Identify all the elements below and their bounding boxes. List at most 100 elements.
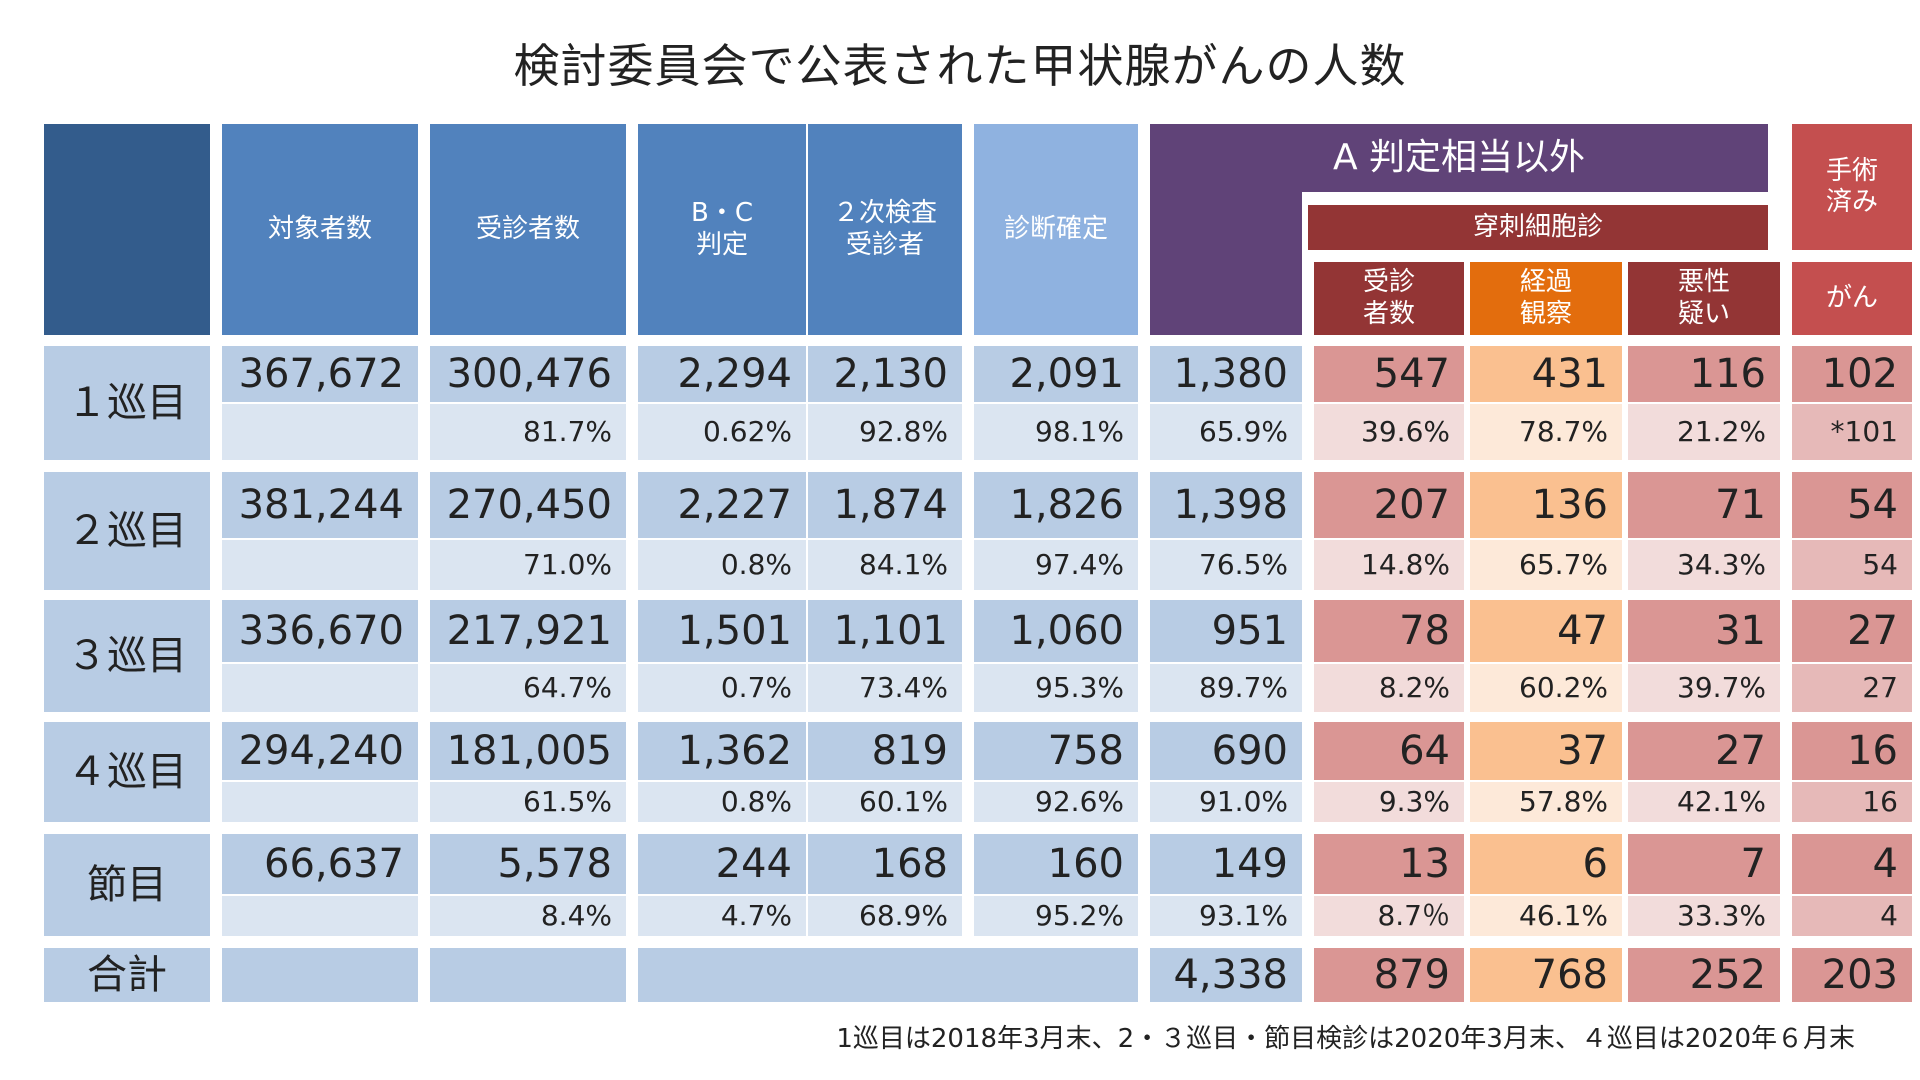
pct-follow: 60.2% (1470, 664, 1622, 712)
cell-follow: 136 (1470, 472, 1622, 538)
total-screened (430, 948, 626, 1002)
cell-target: 336,670 (222, 600, 418, 662)
cell-target: 294,240 (222, 722, 418, 780)
cell-second: 1,101 (808, 600, 962, 662)
pct-follow: 78.7% (1470, 404, 1622, 460)
pct-diagnosis: 95.2% (974, 896, 1138, 936)
total-blank (638, 948, 1138, 1002)
total-cancer: 203 (1792, 948, 1912, 1002)
pct-second: 84.1% (808, 540, 962, 590)
pct-cancer: 16 (1792, 782, 1912, 822)
pct-diagnosis: 95.3% (974, 664, 1138, 712)
cell-follow: 431 (1470, 346, 1622, 402)
cell-screened: 181,005 (430, 722, 626, 780)
pct-diagnosis: 98.1% (974, 404, 1138, 460)
pct-second: 92.8% (808, 404, 962, 460)
pct-malignant: 34.3% (1628, 540, 1780, 590)
pct-fna: 9.3% (1314, 782, 1464, 822)
pct-screened: 8.4% (430, 896, 626, 936)
cell-screened: 300,476 (430, 346, 626, 402)
header-malignant: 悪性 疑い (1628, 262, 1780, 335)
cell-non-a: 149 (1150, 834, 1302, 894)
cell-fna: 64 (1314, 722, 1464, 780)
row-label: １巡目 (44, 346, 210, 460)
cell-non-a: 1,398 (1150, 472, 1302, 538)
pct-screened: 71.0% (430, 540, 626, 590)
cell-bc: 2,294 (638, 346, 806, 402)
cell-cancer: 16 (1792, 722, 1912, 780)
cell-screened: 270,450 (430, 472, 626, 538)
cell-follow: 37 (1470, 722, 1622, 780)
cell-diagnosis: 758 (974, 722, 1138, 780)
header-diagnosis: 診断確定 (974, 124, 1138, 335)
pct-malignant: 33.3% (1628, 896, 1780, 936)
header-target: 対象者数 (222, 124, 418, 335)
pct-bc: 0.7% (638, 664, 806, 712)
pct-screened: 61.5% (430, 782, 626, 822)
pct-screened: 64.7% (430, 664, 626, 712)
cell-malignant: 31 (1628, 600, 1780, 662)
cell-target: 66,637 (222, 834, 418, 894)
cell-cancer: 54 (1792, 472, 1912, 538)
cell-screened: 217,921 (430, 600, 626, 662)
pct-screened: 81.7% (430, 404, 626, 460)
header-second: ２次検査 受診者 (808, 124, 962, 335)
pct-non-a: 89.7% (1150, 664, 1302, 712)
pct-second: 73.4% (808, 664, 962, 712)
row-label: ２巡目 (44, 472, 210, 590)
page-title: 検討委員会で公表された甲状腺がんの人数 (513, 39, 1407, 93)
pct-fna: 8.7％ (1314, 896, 1464, 936)
pct-bc: 4.7% (638, 896, 806, 936)
cell-fna: 13 (1314, 834, 1464, 894)
total-non-a: 4,338 (1150, 948, 1302, 1002)
cell-fna: 207 (1314, 472, 1464, 538)
pct-non-a: 76.5% (1150, 540, 1302, 590)
cell-second: 1,874 (808, 472, 962, 538)
header-bc: B・C 判定 (638, 124, 806, 335)
cell-diagnosis: 1,060 (974, 600, 1138, 662)
cell-bc: 1,501 (638, 600, 806, 662)
row-label: 節目 (44, 834, 210, 936)
cell-bc: 2,227 (638, 472, 806, 538)
pct-target (222, 664, 418, 712)
cell-bc: 1,362 (638, 722, 806, 780)
cell-fna: 78 (1314, 600, 1464, 662)
cell-bc: 244 (638, 834, 806, 894)
pct-cancer: 27 (1792, 664, 1912, 712)
cell-second: 168 (808, 834, 962, 894)
pct-target (222, 782, 418, 822)
cell-second: 2,130 (808, 346, 962, 402)
cell-cancer: 102 (1792, 346, 1912, 402)
header-surgery: 手術 済み (1792, 124, 1912, 250)
cell-malignant: 71 (1628, 472, 1780, 538)
cell-malignant: 7 (1628, 834, 1780, 894)
total-fna: 879 (1314, 948, 1464, 1002)
cell-follow: 6 (1470, 834, 1622, 894)
header-screened: 受診者数 (430, 124, 626, 335)
header-cancer: がん (1792, 262, 1912, 335)
header-corner (44, 124, 210, 335)
pct-cancer: 54 (1792, 540, 1912, 590)
cell-follow: 47 (1470, 600, 1622, 662)
pct-bc: 0.8% (638, 540, 806, 590)
row-label: ４巡目 (44, 722, 210, 822)
cell-target: 381,244 (222, 472, 418, 538)
cell-diagnosis: 1,826 (974, 472, 1138, 538)
pct-bc: 0.8% (638, 782, 806, 822)
header-fna-screened: 受診 者数 (1314, 262, 1464, 335)
pct-non-a: 91.0% (1150, 782, 1302, 822)
pct-target (222, 540, 418, 590)
pct-fna: 14.8% (1314, 540, 1464, 590)
pct-malignant: 39.7% (1628, 664, 1780, 712)
pct-fna: 39.6% (1314, 404, 1464, 460)
pct-fna: 8.2% (1314, 664, 1464, 712)
pct-target (222, 896, 418, 936)
cell-malignant: 116 (1628, 346, 1780, 402)
pct-cancer: 4 (1792, 896, 1912, 936)
pct-cancer: *101 (1792, 404, 1912, 460)
pct-follow: 65.7% (1470, 540, 1622, 590)
cell-malignant: 27 (1628, 722, 1780, 780)
pct-bc: 0.62% (638, 404, 806, 460)
pct-diagnosis: 97.4% (974, 540, 1138, 590)
total-target (222, 948, 418, 1002)
